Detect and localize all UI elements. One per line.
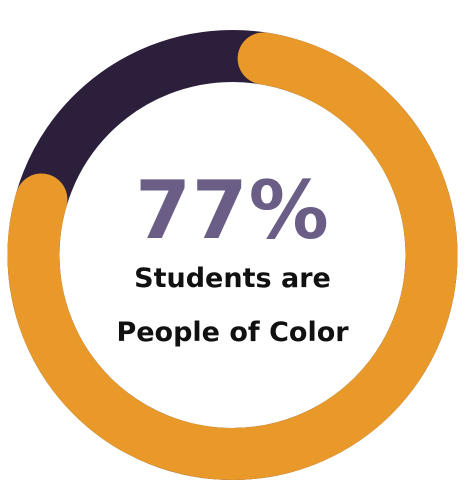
percent-value: 77% xyxy=(135,164,330,257)
description-line-1: Students are xyxy=(134,263,331,294)
donut-arc-value xyxy=(7,32,458,480)
description-line-2: People of Color xyxy=(116,317,349,348)
